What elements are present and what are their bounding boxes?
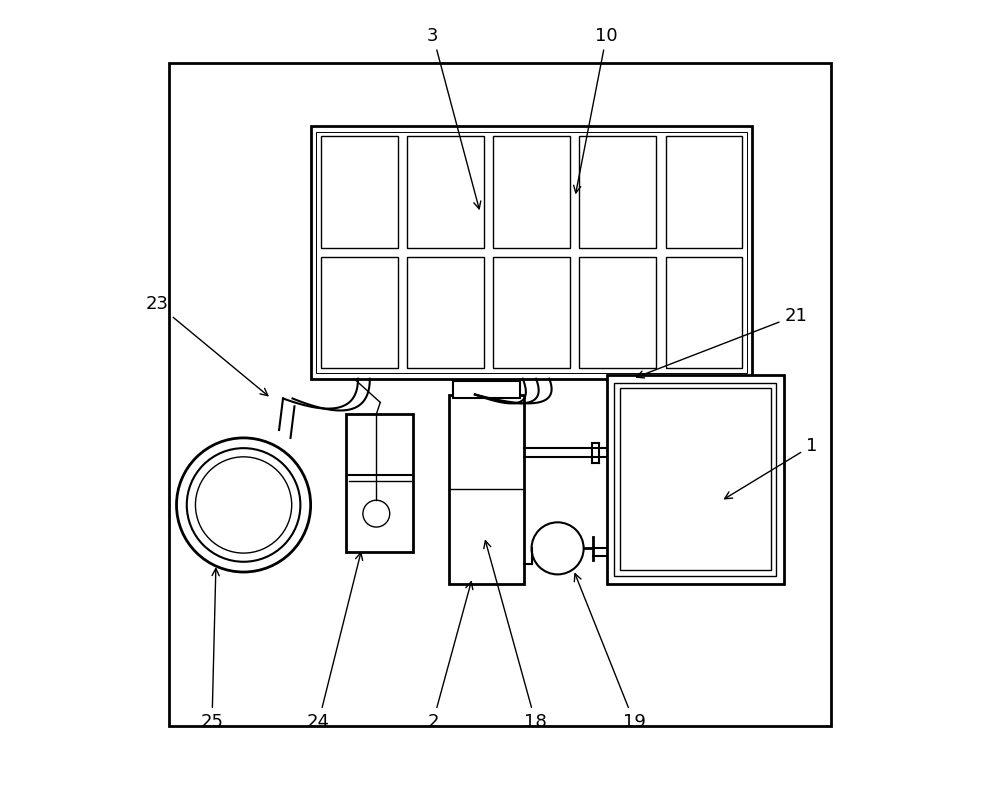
- Text: 21: 21: [637, 307, 807, 378]
- Bar: [579, 136, 656, 248]
- Bar: [321, 136, 398, 248]
- Bar: [321, 257, 398, 368]
- Bar: [620, 388, 771, 570]
- Circle shape: [187, 448, 300, 562]
- Circle shape: [363, 500, 390, 527]
- Bar: [407, 257, 484, 368]
- Text: 23: 23: [145, 295, 268, 396]
- Bar: [311, 126, 752, 379]
- Bar: [407, 136, 484, 248]
- Bar: [169, 63, 831, 726]
- Text: 10: 10: [574, 27, 618, 193]
- Bar: [493, 257, 570, 368]
- Bar: [614, 383, 776, 576]
- Bar: [607, 375, 784, 584]
- Text: 18: 18: [484, 540, 547, 731]
- Bar: [579, 257, 656, 368]
- Text: 25: 25: [201, 568, 224, 731]
- Text: 1: 1: [725, 437, 817, 499]
- Bar: [493, 136, 570, 248]
- Circle shape: [177, 438, 311, 572]
- Bar: [453, 381, 520, 398]
- Text: 3: 3: [427, 27, 481, 209]
- Bar: [346, 414, 413, 552]
- Bar: [666, 257, 742, 368]
- Bar: [666, 136, 742, 248]
- Text: 2: 2: [427, 581, 473, 731]
- Circle shape: [195, 457, 292, 553]
- Text: 24: 24: [307, 552, 363, 731]
- Text: 19: 19: [574, 574, 646, 731]
- Circle shape: [532, 522, 584, 574]
- Bar: [316, 132, 747, 373]
- Bar: [449, 394, 524, 584]
